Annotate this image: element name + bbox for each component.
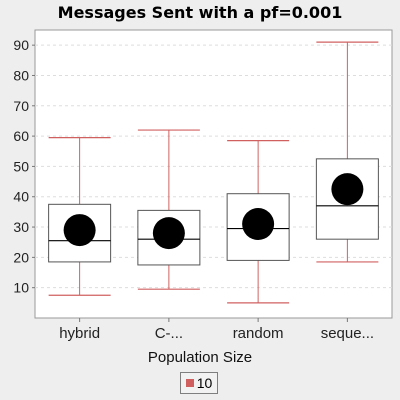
chart-title: Messages Sent with a pf=0.001 (57, 3, 343, 22)
legend-swatch (185, 379, 194, 387)
y-tick-label: 50 (13, 158, 29, 174)
y-tick-label: 60 (13, 128, 29, 144)
x-tick-label: random (233, 325, 284, 342)
y-axis: 10 20 30 40 50 60 70 80 90 (13, 37, 35, 296)
mean-marker (331, 173, 364, 206)
legend-label: 10 (196, 375, 213, 391)
box-3 (315, 41, 379, 263)
x-axis: hybrid C-... random seque... (59, 318, 374, 342)
y-tick-label: 30 (13, 219, 29, 235)
box-2 (226, 140, 290, 304)
boxes (48, 41, 379, 304)
mean-marker (242, 208, 275, 241)
y-tick-label: 40 (13, 189, 29, 205)
y-tick-label: 20 (13, 249, 29, 265)
mean-marker (152, 217, 185, 250)
y-tick-label: 70 (13, 98, 29, 114)
x-tick-label: hybrid (59, 325, 100, 342)
x-axis-title: Population Size (147, 349, 253, 366)
y-tick-label: 90 (13, 37, 29, 53)
mean-marker (63, 214, 96, 247)
legend: 10 (180, 372, 218, 394)
x-tick-label: C-... (155, 325, 183, 342)
y-tick-label: 10 (13, 280, 29, 296)
box-1 (137, 129, 201, 290)
y-tick-label: 80 (13, 67, 29, 83)
box-0 (48, 137, 112, 296)
x-tick-label: seque... (321, 325, 374, 342)
